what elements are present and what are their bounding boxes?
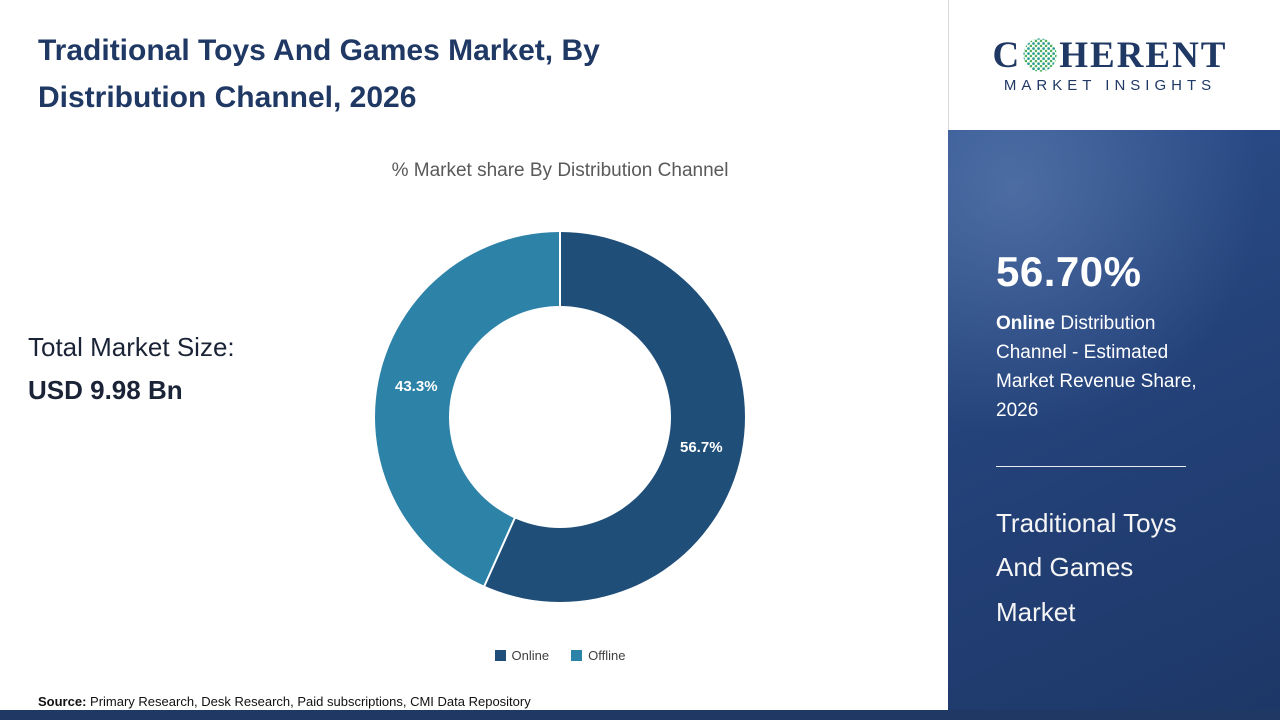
logo-text-rest: HERENT [1059,34,1228,76]
coherent-logo: C HERENT [993,37,1228,74]
chart-panel: Traditional Toys And Games Market, By Di… [28,34,745,709]
sidebar: C HERENT MARKET INSIGHTS [940,0,1280,720]
donut-hole [449,306,671,528]
page-title: Traditional Toys And Games Market, By Di… [38,34,600,114]
logo-block: C HERENT MARKET INSIGHTS [940,0,1280,130]
logo-text-c: C [992,34,1022,76]
legend-swatch-online [494,650,506,661]
logo-subtitle: MARKET INSIGHTS [1003,76,1217,94]
chart-title: % Market share By Distribution Channel [391,160,729,181]
bottom-bar [0,710,1280,720]
stat-description-rest: Distribution Channel - Estimated Market … [996,313,1197,421]
market-name: Traditional Toys And Games Market [996,507,1177,627]
legend-item-offline: Offline [571,648,625,663]
legend-label-online: Online [511,648,550,663]
source-note: Source: Primary Research, Desk Research,… [38,694,531,709]
market-size-value: USD 9.98 Bn [28,374,183,405]
market-size-block: Total Market Size: USD 9.98 Bn [28,326,235,412]
source-label: Source: [38,694,87,709]
chart-legend: Online Offline [160,648,960,663]
logo-divider-line [948,0,949,130]
legend-item-online: Online [494,648,550,663]
stat-description-bold: Online [996,313,1056,334]
legend-label-offline: Offline [588,648,626,663]
globe-icon [1022,37,1058,73]
market-size-label: Total Market Size: [28,332,235,362]
slice-label-offline: 43.3% [395,378,438,395]
donut-chart-wrap: 43.3% 56.7% [375,232,745,602]
stat-value: 56.70% [996,248,1142,295]
highlight-panel: 56.70% Online Distribution Channel - Est… [948,130,1280,710]
source-text: Primary Research, Desk Research, Paid su… [86,694,531,709]
divider-line [996,465,1186,467]
stat-description: Online Distribution Channel - Estimated … [996,310,1208,426]
legend-swatch-offline [571,650,583,661]
slice-label-online: 56.7% [680,439,723,456]
